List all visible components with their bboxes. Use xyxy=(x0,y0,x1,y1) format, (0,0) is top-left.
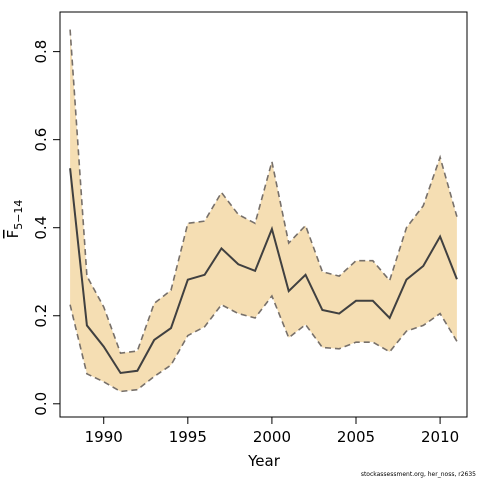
y-axis: 0.0 0.2 0.4 0.6 0.8 xyxy=(32,40,60,416)
y-axis-title-subscript: 5−14 xyxy=(12,200,25,230)
plot-frame xyxy=(59,11,468,418)
confidence-band xyxy=(70,29,457,392)
svg-text:F5−14: F5−14 xyxy=(4,200,25,239)
y-tick-label: 0.6 xyxy=(32,128,50,152)
upper-bound-line xyxy=(69,29,458,355)
line-layer xyxy=(69,29,458,393)
x-tick-label: 1990 xyxy=(85,428,123,446)
x-tick-label: 1995 xyxy=(169,428,207,446)
x-axis-title: Year xyxy=(247,452,281,470)
y-tick-label: 0.0 xyxy=(32,392,50,416)
x-tick-label: 2005 xyxy=(337,428,375,446)
estimate-line xyxy=(69,168,458,375)
x-axis: 1990 1995 2000 2005 2010 xyxy=(85,417,459,446)
y-axis-title-main: F xyxy=(4,230,22,239)
credit-text: stockassessment.org, her_noss, r2635 xyxy=(360,471,476,478)
y-tick-label: 0.8 xyxy=(32,40,50,64)
x-tick-label: 2010 xyxy=(421,428,459,446)
y-axis-title: F5−14 xyxy=(4,200,25,239)
lower-bound-line xyxy=(69,294,458,393)
y-tick-label: 0.2 xyxy=(32,304,50,328)
y-tick-label: 0.4 xyxy=(32,216,50,240)
confidence-band-layer xyxy=(70,29,457,392)
x-tick-label: 2000 xyxy=(253,428,291,446)
